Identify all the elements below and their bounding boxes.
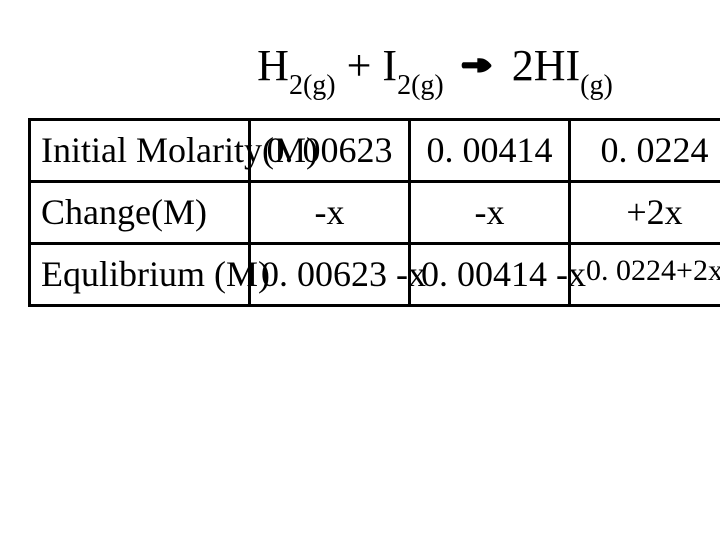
- plus-sign: +: [336, 41, 383, 90]
- cell-change-h2: -x: [250, 181, 410, 243]
- hand-pointing-right-icon: [461, 42, 495, 76]
- slide-container: H2(g) + I2(g) 2HI(g) Initial Molarity(M)…: [0, 0, 720, 307]
- species-i2: I2(g): [382, 41, 443, 90]
- row-label-initial: Initial Molarity(M): [30, 119, 250, 181]
- cell-change-hi: +2x: [570, 181, 720, 243]
- cell-eq-hi: 0. 0224+2x: [570, 244, 720, 306]
- table-row: Change(M) -x -x +2x: [30, 181, 720, 243]
- row-label-equilibrium: Equlibrium (M): [30, 244, 250, 306]
- reaction-equation: H2(g) + I2(g) 2HI(g): [174, 40, 696, 98]
- cell-eq-h2: 0. 00623 -x: [250, 244, 410, 306]
- row-label-change: Change(M): [30, 181, 250, 243]
- ice-table: Initial Molarity(M) 0. 00623 0. 00414 0.…: [28, 118, 720, 308]
- cell-initial-hi: 0. 0224: [570, 119, 720, 181]
- cell-initial-h2: 0. 00623: [250, 119, 410, 181]
- cell-initial-i2: 0. 00414: [410, 119, 570, 181]
- table-row: Initial Molarity(M) 0. 00623 0. 00414 0.…: [30, 119, 720, 181]
- cell-eq-i2: 0. 00414 -x: [410, 244, 570, 306]
- species-2hi: 2HI(g): [512, 41, 613, 90]
- table-row: Equlibrium (M) 0. 00623 -x 0. 00414 -x 0…: [30, 244, 720, 306]
- species-h2: H2(g): [257, 41, 335, 90]
- cell-change-i2: -x: [410, 181, 570, 243]
